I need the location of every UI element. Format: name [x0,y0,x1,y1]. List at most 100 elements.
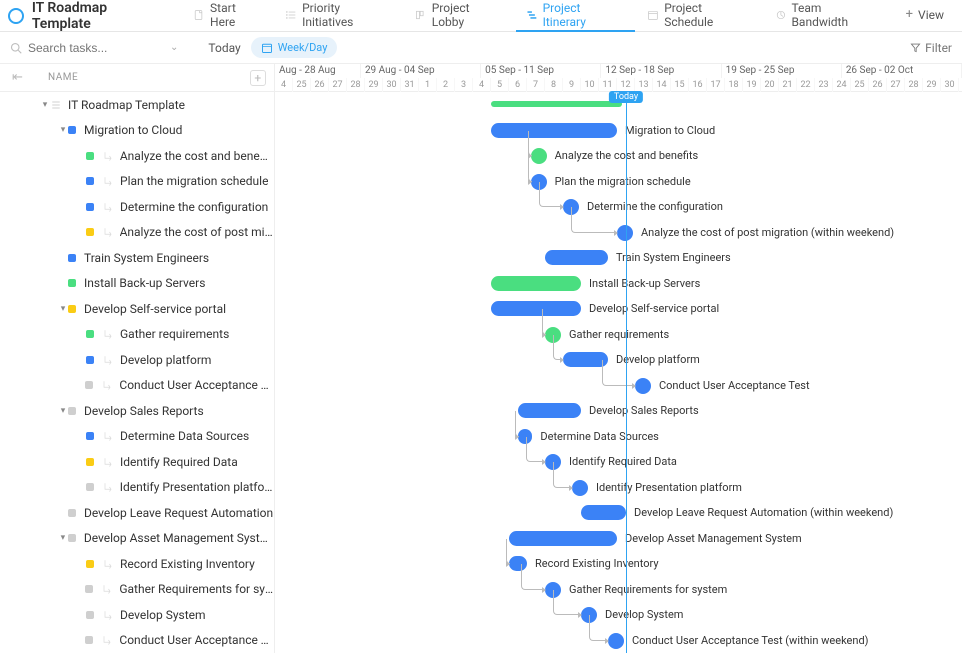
task-label: Gather Requirements for syst... [119,582,274,596]
tree-row[interactable]: ▾Determine Data Sources [0,424,274,450]
tab-project-schedule[interactable]: Project Schedule [637,0,762,32]
today-line [626,92,627,653]
name-column-header: NAME [48,72,78,83]
tree-row[interactable]: ▾Determine the configuration [0,194,274,220]
tree-row[interactable]: ▾Analyze the cost and benefits [0,143,274,169]
caret-icon[interactable]: ▾ [58,125,68,135]
gantt-bar[interactable] [518,403,581,418]
day-header: 5 [491,78,509,92]
task-label: Install Back-up Servers [84,276,205,290]
task-label: Conduct User Acceptance Test [119,633,274,647]
day-header: 15 [671,78,689,92]
gantt-bar-label: Install Back-up Servers [589,276,700,291]
calendar-icon [647,9,659,21]
tree-row[interactable]: ▾Analyze the cost of post mig... [0,220,274,246]
gantt-bar-label: Train System Engineers [616,250,731,265]
status-dot [86,432,94,440]
search-box[interactable] [10,41,160,55]
tree-row[interactable]: ▾Plan the migration schedule [0,169,274,195]
gantt-bar[interactable] [491,123,617,138]
gantt-bar[interactable] [545,250,608,265]
tree-row[interactable]: ▾Develop System [0,602,274,628]
filter-button[interactable]: Filter [910,41,952,55]
caret-icon[interactable]: ▾ [58,533,68,543]
tree-row[interactable]: ▾Develop Sales Reports [0,398,274,424]
caret-icon[interactable]: ▾ [40,100,50,110]
tree-row[interactable]: ▾Develop platform [0,347,274,373]
day-header: 1 [419,78,437,92]
gantt-bar[interactable] [608,633,624,649]
tree-row[interactable]: ▾Develop Leave Request Automation [0,500,274,526]
tree-row[interactable]: ▾Develop Asset Management System [0,526,274,552]
day-header: 4 [275,78,293,92]
app-logo-icon [8,8,24,24]
today-button[interactable]: Today [208,41,240,55]
gantt-row: Develop Asset Management System [275,526,962,552]
tab-team-bandwidth[interactable]: Team Bandwidth [765,0,890,32]
gantt-row: Identify Required Data [275,449,962,475]
gantt-row: Analyze the cost of post migration (with… [275,220,962,246]
caret-icon[interactable]: ▾ [58,406,68,416]
gantt-bar[interactable] [581,505,626,520]
gantt-bar[interactable] [572,480,588,496]
task-label: Analyze the cost of post mig... [120,225,274,239]
tree-row[interactable]: ▾Identify Required Data [0,449,274,475]
subtask-icon [102,354,114,366]
gantt-bar[interactable] [491,301,581,316]
subtask-icon [102,609,114,621]
gantt-row: Develop System [275,602,962,628]
gantt-row: Analyze the cost and benefits [275,143,962,169]
connector-arrow-icon [632,383,636,389]
day-header: 29 [365,78,383,92]
tab-priority-initiatives[interactable]: Priority Initiatives [275,0,403,32]
dependency-connector [553,590,578,616]
gantt-bar[interactable] [491,276,581,291]
search-input[interactable] [28,41,138,55]
status-dot [68,534,76,542]
connector-arrow-icon [528,179,532,185]
tree-row[interactable]: ▾Migration to Cloud [0,118,274,144]
tree-row[interactable]: ▾Develop Self-service portal [0,296,274,322]
week-header: 29 Aug - 04 Sep [361,64,481,78]
gantt-bar[interactable] [635,378,651,394]
status-dot [86,560,94,568]
day-header: 30 [383,78,401,92]
collapse-icon[interactable]: ⇤ [12,70,23,85]
tree-row[interactable]: ▾IT Roadmap Template [0,92,274,118]
caret-icon[interactable]: ▾ [58,304,68,314]
tree-row[interactable]: ▾Install Back-up Servers [0,271,274,297]
gantt-body[interactable]: Today Migration to CloudAnalyze the cost… [275,92,962,653]
gantt-row: Train System Engineers [275,245,962,271]
gantt-chart[interactable]: Aug - 28 Aug29 Aug - 04 Sep05 Sep - 11 S… [275,64,962,653]
tree-row[interactable]: ▾Record Existing Inventory [0,551,274,577]
gantt-bar[interactable] [531,148,547,164]
tab-start-here[interactable]: Start Here [183,0,273,32]
task-label: Record Existing Inventory [120,557,255,571]
tree-row[interactable]: ▾Gather Requirements for syst... [0,577,274,603]
gantt-bar[interactable] [617,225,633,241]
connector-arrow-icon [515,434,519,440]
gantt-icon [526,9,538,21]
tree-row[interactable]: ▾Conduct User Acceptance Test [0,628,274,653]
gantt-bar[interactable] [509,531,617,546]
dependency-connector [553,335,560,361]
dependency-connector [528,131,532,182]
search-chevron-icon[interactable]: ⌄ [170,42,178,53]
tab-label: Start Here [210,1,263,29]
day-header: 28 [905,78,923,92]
task-label: Gather requirements [120,327,229,341]
gantt-bar[interactable] [491,101,622,107]
tab-project-lobby[interactable]: Project Lobby [405,0,514,32]
add-view-button[interactable]: + View [892,0,954,32]
tree-row[interactable]: ▾Identify Presentation platform [0,475,274,501]
tree-row[interactable]: ▾Gather requirements [0,322,274,348]
week-header: 26 Sep - 02 Oct [842,64,962,78]
day-header: 6 [509,78,527,92]
weekday-toggle[interactable]: Week/Day [251,37,338,58]
tree-row[interactable]: ▾Train System Engineers [0,245,274,271]
tab-project-itinerary[interactable]: Project Itinerary [516,0,636,32]
tree-row[interactable]: ▾Conduct User Acceptance Test [0,373,274,399]
day-header: 16 [689,78,707,92]
add-column-button[interactable]: + [250,70,266,86]
day-header: 30 [941,78,959,92]
